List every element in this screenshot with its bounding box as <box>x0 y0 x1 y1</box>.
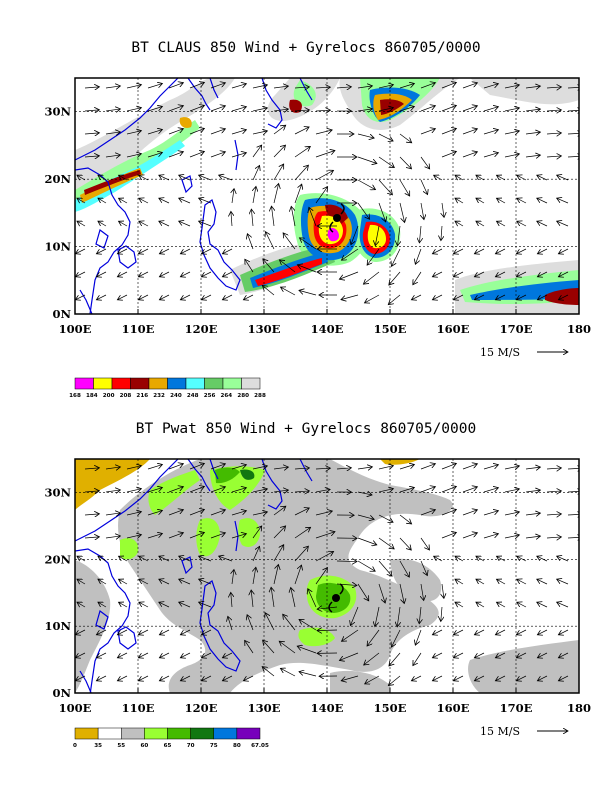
colorbar-label: 256 <box>204 393 216 399</box>
y-tick-label: 10N <box>44 619 71 633</box>
colorbar-label: 67.05 <box>251 743 269 749</box>
colorbar-label: 60 <box>140 743 148 749</box>
colorbar-label: 35 <box>94 743 102 749</box>
colorbar-swatch <box>144 727 168 740</box>
colorbar-swatch <box>190 727 214 740</box>
y-tick-label: 0N <box>52 686 71 700</box>
colorbar-swatch <box>204 377 224 390</box>
colorbar-swatch <box>236 727 261 740</box>
x-tick-label: 180 <box>567 701 591 715</box>
panel-2-title: BT Pwat 850 Wind + Gyrelocs 860705/0000 <box>135 421 477 437</box>
x-tick-label: 170E <box>500 322 533 336</box>
x-tick-label: 150E <box>374 701 407 715</box>
x-tick-label: 140E <box>311 322 344 336</box>
panel-1-colorbar: 168 184 200 208 216 232 240 248 256 264 280 288 <box>69 377 266 399</box>
colorbar-swatch <box>213 727 238 740</box>
panel-2-cyclone-symbol <box>328 583 344 613</box>
vector-reference-label: 15 M/S <box>480 346 520 359</box>
y-tick-label: 30N <box>44 105 71 119</box>
x-tick-label: 120E <box>185 701 218 715</box>
y-tick-label: 20N <box>44 552 71 566</box>
colorbar-label: 208 <box>120 393 132 399</box>
panel-1-map: 100E 110E 120E 130E 140E 150E 160E 170E 180 0N 10N… <box>44 77 591 399</box>
colorbar-swatch <box>97 727 122 740</box>
colorbar-label: 65 <box>164 743 172 749</box>
x-tick-label: 120E <box>185 322 218 336</box>
colorbar-label: 70 <box>187 743 195 749</box>
panel-1-title: BT CLAUS 850 Wind + Gyrelocs 860705/0000 <box>131 40 481 56</box>
colorbar-swatch <box>167 377 187 390</box>
x-tick-label: 130E <box>248 322 281 336</box>
colorbar-swatch <box>74 727 99 740</box>
panel-2-wind-vectors <box>75 463 579 685</box>
colorbar-label: 240 <box>170 393 182 399</box>
colorbar-label: 248 <box>187 393 199 399</box>
colorbar-label: 280 <box>237 393 249 399</box>
panel-2-colorbar: 0 35 55 60 65 70 75 80 67.05 <box>73 727 269 749</box>
panel-2-frame <box>74 458 580 694</box>
x-tick-label: 150E <box>374 322 407 336</box>
colorbar-label: 75 <box>210 743 218 749</box>
panel-1-frame <box>74 77 580 315</box>
x-tick-label: 160E <box>437 322 470 336</box>
panel-1-vector-reference: 15 M/S <box>480 346 568 359</box>
colorbar-label: 200 <box>103 393 115 399</box>
x-tick-label: 100E <box>59 322 92 336</box>
panel-2-vector-reference: 15 M/S <box>480 725 568 738</box>
colorbar-swatch <box>241 377 261 390</box>
x-tick-label: 110E <box>122 701 155 715</box>
colorbar-swatch <box>111 377 131 390</box>
y-tick-label: 20N <box>44 172 71 186</box>
colorbar-label: 216 <box>136 393 148 399</box>
panel-2-axis-labels: 100E 110E 120E 130E 140E 150E 160E 170E 180 0N 10N… <box>44 485 591 715</box>
colorbar-label: 55 <box>117 743 125 749</box>
x-tick-label: 170E <box>500 701 533 715</box>
colorbar-swatch <box>148 377 168 390</box>
colorbar-swatch <box>167 727 191 740</box>
colorbar-label: 232 <box>153 393 165 399</box>
x-tick-label: 140E <box>311 701 344 715</box>
y-tick-label: 0N <box>52 307 71 321</box>
panel-1-wind-vectors <box>75 82 579 304</box>
panel-1-axis-labels: 100E 110E 120E 130E 140E 150E 160E 170E 180 0N 10N… <box>44 105 591 336</box>
colorbar-swatch <box>74 377 94 390</box>
y-tick-label: 30N <box>44 485 71 499</box>
colorbar-label: 264 <box>221 393 233 399</box>
colorbar-swatch <box>93 377 113 390</box>
colorbar-label: 0 <box>73 743 77 749</box>
x-tick-label: 110E <box>122 322 155 336</box>
colorbar-swatch <box>185 377 205 390</box>
vector-reference-label: 15 M/S <box>480 725 520 738</box>
colorbar-swatch <box>222 377 242 390</box>
colorbar-label: 168 <box>69 393 81 399</box>
y-tick-label: 10N <box>44 240 71 254</box>
x-tick-label: 180 <box>567 322 591 336</box>
colorbar-label: 288 <box>254 393 266 399</box>
panel-2-map: 100E 110E 120E 130E 140E 150E 160E 170E 180 0N 10N… <box>44 458 591 749</box>
x-tick-label: 160E <box>437 701 470 715</box>
x-tick-label: 100E <box>59 701 92 715</box>
colorbar-label: 184 <box>86 393 98 399</box>
colorbar-label: 80 <box>233 743 241 749</box>
panel-1-cyclone-symbol <box>329 203 345 233</box>
colorbar-swatch <box>130 377 150 390</box>
x-tick-label: 130E <box>248 701 281 715</box>
colorbar-swatch <box>121 727 145 740</box>
